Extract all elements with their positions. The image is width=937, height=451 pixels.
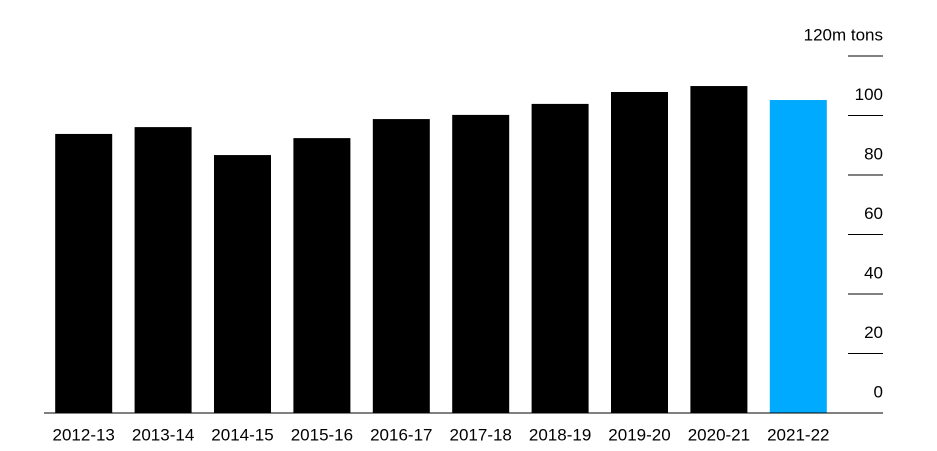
bar <box>690 86 748 414</box>
y-tick-label: 60 <box>864 204 883 223</box>
bar <box>214 155 271 413</box>
x-tick-label: 2021-22 <box>767 425 829 444</box>
x-tick-label: 2013-14 <box>132 425 194 444</box>
y-tick-label: 20 <box>864 323 883 342</box>
x-tick-label: 2017-18 <box>450 425 512 444</box>
x-tick-label: 2020-21 <box>688 425 750 444</box>
x-tick-label: 2014-15 <box>211 425 273 444</box>
y-tick-label: 100 <box>855 85 883 104</box>
x-tick-label: 2019-20 <box>608 425 670 444</box>
x-tick-label: 2018-19 <box>529 425 591 444</box>
x-tick-label: 2015-16 <box>291 425 353 444</box>
x-tick-label: 2016-17 <box>370 425 432 444</box>
bar <box>531 103 589 414</box>
bar <box>55 133 113 413</box>
y-tick-label: 0 <box>874 382 883 401</box>
x-tick-label: 2012-13 <box>53 425 115 444</box>
y-tick-label: 40 <box>864 263 883 282</box>
y-tick-label: 80 <box>864 144 883 163</box>
y-tick-label: 120m tons <box>804 25 883 44</box>
bar <box>769 100 827 413</box>
bar <box>134 127 192 413</box>
bar <box>611 91 668 413</box>
bar <box>293 138 351 414</box>
bar <box>452 114 510 413</box>
bar <box>372 119 430 413</box>
